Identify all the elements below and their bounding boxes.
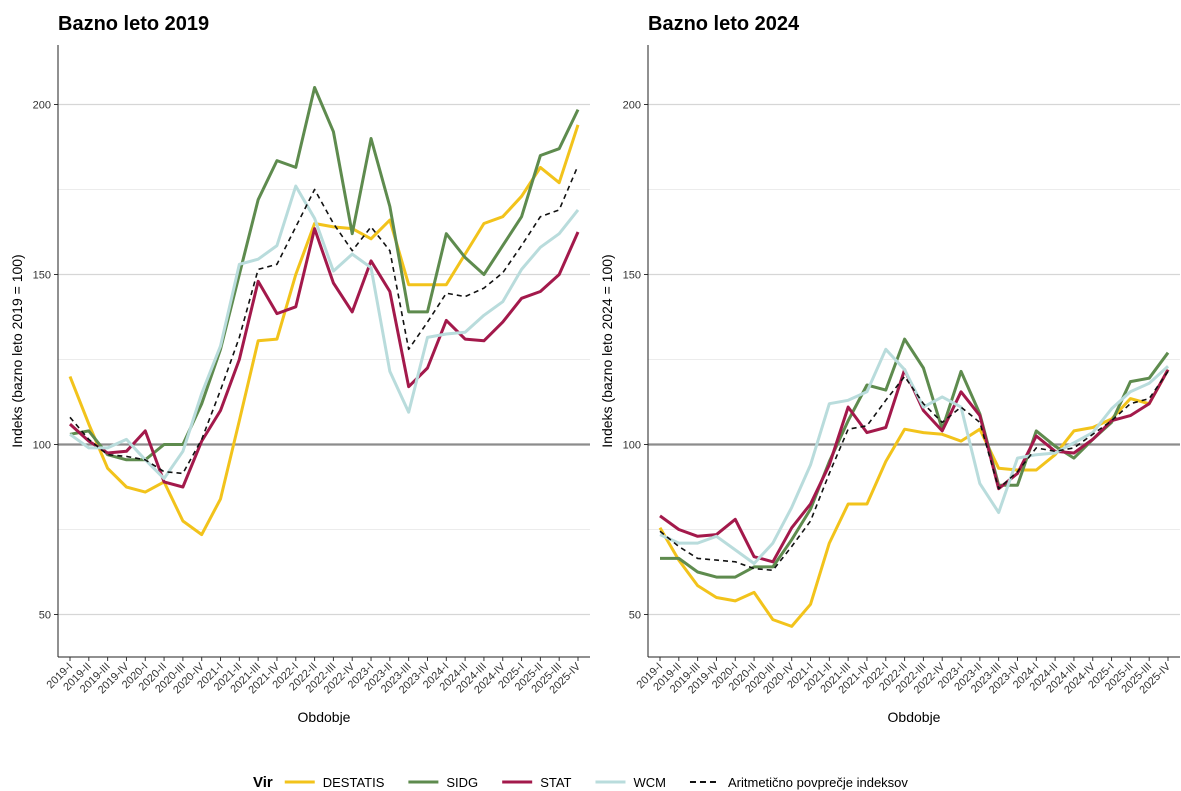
legend-label: SIDG [446,775,478,790]
legend-label: Aritmetično povprečje indeksov [728,775,908,790]
legend: Vir DESTATIS SIDG STAT WCM Aritmetično povpr… [253,774,908,791]
legend-label: STAT [540,775,571,790]
y-axis-title: Indeks (bazno leto 2019 = 100) [9,254,25,447]
y-tick-label: 200 [623,100,641,112]
legend-label: DESTATIS [323,775,385,790]
y-tick-label: 50 [629,610,641,622]
legend-label: WCM [633,775,666,790]
y-tick-label: 200 [33,100,51,112]
legend-title: Vir [253,774,273,791]
series-line [659,347,1170,565]
x-axis-title: Obdobje [888,709,941,725]
x-axis-title: Obdobje [298,709,351,725]
series-line [68,227,580,489]
panel-title: Bazno leto 2024 [648,13,800,35]
y-tick-label: 50 [39,610,51,622]
series-line [69,184,580,480]
series-line [658,368,1170,628]
series-line [69,165,579,475]
y-tick-label: 150 [33,270,51,282]
series-line [659,370,1169,572]
series-line [68,124,580,537]
y-tick-label: 100 [33,440,51,452]
y-axis-title: Indeks (bazno leto 2024 = 100) [599,254,615,447]
y-tick-label: 150 [623,270,641,282]
series-line [660,337,1170,579]
y-tick-label: 100 [623,440,641,452]
panel-title: Bazno leto 2019 [58,13,209,35]
